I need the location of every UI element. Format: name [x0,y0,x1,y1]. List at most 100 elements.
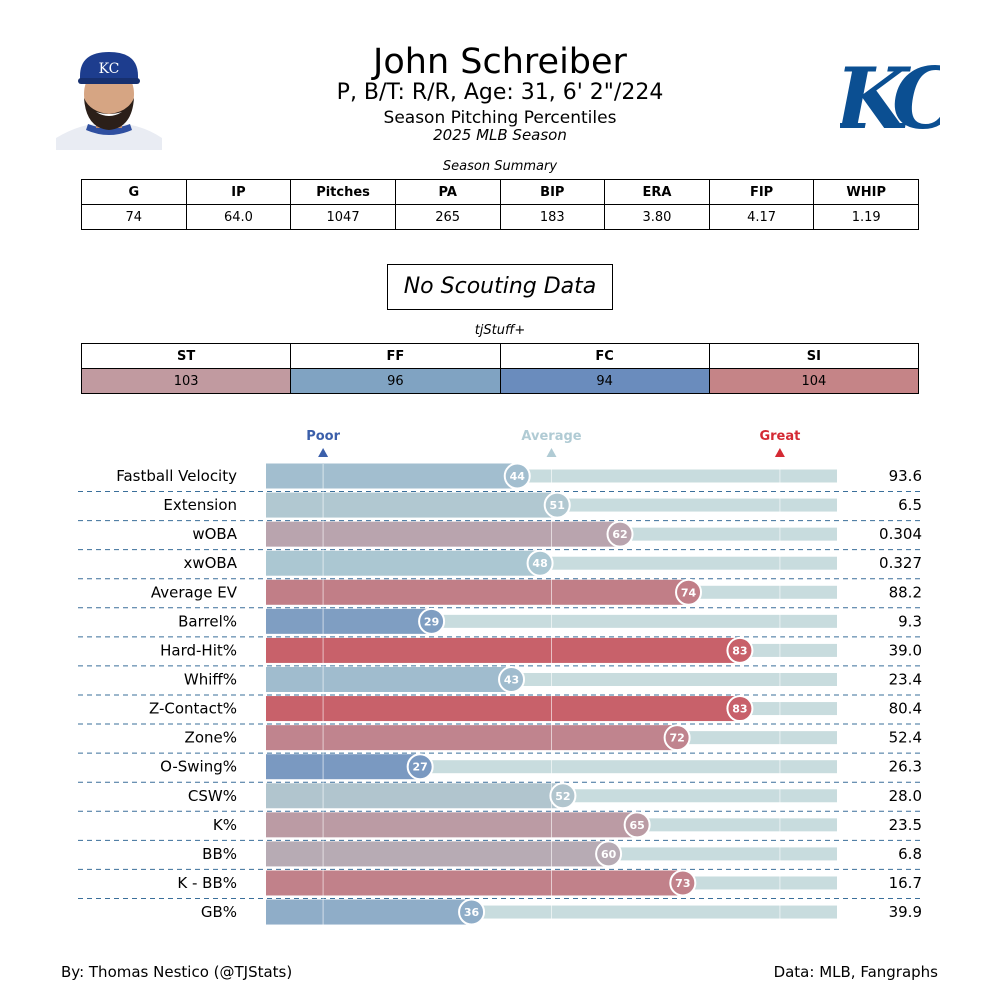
metric-value: 39.0 [889,641,922,659]
percentile-circle [595,840,623,868]
summary-value-row: 74 64.0 1047 265 183 3.80 4.17 1.19 [81,204,919,230]
metric-label: xwOBA [183,554,237,572]
percentile-label: 27 [413,761,428,774]
percentile-circle [526,549,554,577]
summary-value-cell: 265 [394,204,501,230]
metric-label: Zone% [185,729,237,747]
tjstuff-header-cell: FC [499,343,710,369]
percentile-circle [406,753,434,781]
percentile-bar [266,492,558,518]
metric-value: 93.6 [889,467,922,485]
tjstuff-header-cell: ST [80,343,292,369]
summary-header-cell: Pitches [290,179,396,205]
percentile-label: 83 [732,644,747,657]
percentile-label: 43 [504,673,519,686]
percentile-circle [458,898,486,926]
tjstuff-value-cell: 94 [499,368,710,394]
metric-label: O-Swing% [160,758,237,776]
metric-label: BB% [202,845,237,863]
summary-value-cell: 64.0 [185,204,292,230]
percentile-label: 36 [464,906,480,919]
summary-header-cell: PA [394,179,501,205]
percentile-circle [663,724,691,752]
tjstuff-header-cell: SI [708,343,920,369]
tjstuff-caption: tjStuff+ [474,323,526,338]
percentile-bar [266,521,621,547]
metric-value: 28.0 [889,787,922,805]
percentile-bar [266,899,472,925]
percentile-bar [266,725,678,751]
metric-value: 80.4 [889,700,922,718]
percentile-label: 51 [550,499,565,512]
metric-label: CSW% [188,787,237,805]
summary-value-cell: 183 [499,204,606,230]
metric-label: Barrel% [178,612,237,630]
summary-header-cell: ERA [604,179,710,205]
footer-source: Data: MLB, Fangraphs [773,963,938,981]
metric-value: 9.3 [898,612,922,630]
summary-header-cell: G [81,179,187,205]
metric-value: 0.327 [879,554,922,572]
marker-triangle [774,448,785,457]
percentile-label: 48 [532,557,547,570]
percentile-circle [675,578,703,606]
metric-value: 6.8 [898,845,922,863]
summary-header-row: G IP Pitches PA BIP ERA FIP WHIP [81,179,919,205]
tjstuff-table: ST FF FC SI 103 96 94 104 [80,343,920,394]
percentile-label: 74 [681,586,697,599]
marker-triangle [546,448,557,457]
tjstuff-value-cell: 96 [290,368,501,394]
percentile-circle [549,782,577,810]
metric-value: 88.2 [889,583,922,601]
tjstuff-value-cell: 103 [80,368,292,394]
percentile-bar [266,841,609,867]
marker-label: Poor [306,429,340,444]
percentile-label: 62 [612,528,627,541]
summary-header-cell: BIP [499,179,606,205]
summary-value-cell: 3.80 [604,204,710,230]
metric-label: Average EV [151,583,238,601]
tjstuff-header-row: ST FF FC SI [80,343,920,369]
percentile-bar [266,666,512,692]
metric-label: Fastball Velocity [116,467,237,485]
percentile-label: 44 [510,470,526,483]
summary-value-cell: 1.19 [813,204,919,230]
summary-header-cell: WHIP [813,179,919,205]
percentile-bar [266,579,689,605]
percentile-circle [498,665,526,693]
percentile-circle [669,869,697,897]
metric-value: 23.4 [889,670,922,688]
summary-value-cell: 1047 [290,204,396,230]
percentile-label: 52 [555,790,570,803]
metric-value: 23.5 [889,816,922,834]
summary-header-cell: IP [185,179,292,205]
season-label: 2025 MLB Season [433,126,567,144]
metric-label: Extension [163,496,237,514]
player-info: P, B/T: R/R, Age: 31, 6' 2"/224 [336,80,664,105]
percentile-bar [266,696,740,722]
marker-label: Great [759,429,800,444]
summary-header-cell: FIP [708,179,815,205]
metric-value: 39.9 [889,903,922,921]
percentile-bar [266,637,740,663]
percentile-label: 60 [601,848,617,861]
chart-subtitle: Season Pitching Percentiles [383,108,617,128]
player-headshot: KC [56,46,162,150]
summary-value-cell: 4.17 [708,204,815,230]
summary-value-cell: 74 [81,204,187,230]
percentile-label: 73 [675,877,690,890]
percentile-chart: Poor Average Great Fastball Velocity 93.6 Ext… [78,429,922,930]
marker-label: Average [521,429,581,444]
tjstuff-header-cell: FF [290,343,501,369]
metric-label: Hard-Hit% [160,641,237,659]
percentile-circle [726,636,754,664]
metric-value: 16.7 [889,874,922,892]
percentile-bar [266,754,421,780]
percentile-label: 29 [424,615,439,628]
tjstuff-value-row: 103 96 94 104 [80,368,920,394]
percentile-label: 72 [669,732,684,745]
marker-triangle [318,448,329,457]
percentile-bar [266,783,563,809]
metric-label: K% [213,816,237,834]
percentile-bar [266,812,638,838]
